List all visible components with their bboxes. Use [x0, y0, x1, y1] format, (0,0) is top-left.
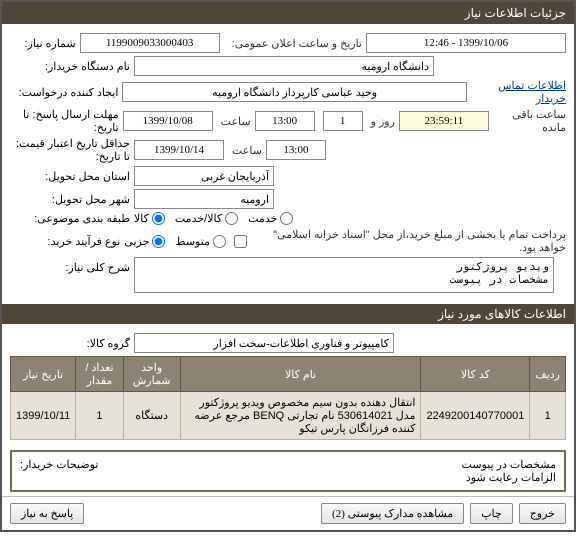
creator-lbl: ایجاد کننده درخواست — [10, 86, 118, 99]
th-code: کد کالا — [421, 357, 530, 392]
proc-radio-group: متوسط جزیی — [124, 235, 226, 248]
time-lbl2: ساعت — [232, 144, 262, 157]
cell-unit: دستگاه — [123, 392, 180, 440]
creator-field[interactable] — [122, 82, 466, 102]
goods-table: ردیف کد کالا نام کالا واحد شمارش تعداد /… — [10, 356, 566, 440]
th-name: نام کالا — [180, 357, 421, 392]
deadline-lbl: مهلت ارسال پاسخ: تا تاریخ — [10, 108, 119, 134]
radio-khadamat[interactable]: کالا/خدمت — [175, 212, 238, 225]
radio-mot[interactable]: متوسط — [175, 235, 226, 248]
d-date-field[interactable] — [123, 111, 213, 131]
province-field[interactable] — [134, 166, 274, 186]
cell-date: 1399/10/11 — [11, 392, 76, 440]
province-lbl: استان محل تحویل — [10, 170, 130, 183]
time-lbl1: ساعت — [221, 115, 251, 128]
summary-lbl: شرح کلی نیاز — [10, 257, 130, 274]
contact-link[interactable]: اطلاعات تماس خریدار — [475, 79, 566, 105]
cell-name: انتقال دهنده بدون سیم مخصوص ویدیو پروژکت… — [180, 392, 421, 440]
panel-root: جزئیات اطلاعات نیاز تاریخ و ساعت اعلان ع… — [0, 0, 576, 532]
cell-qty: 1 — [76, 392, 123, 440]
pay-checkbox[interactable] — [234, 235, 247, 248]
req-no-lbl: شماره نیاز — [10, 37, 76, 50]
remain-lbl: ساعت باقی مانده — [493, 108, 566, 134]
v-date-field[interactable] — [134, 140, 224, 160]
city-lbl: شهر محل تحویل — [10, 193, 130, 206]
th-qty: تعداد / مقدار — [76, 357, 123, 392]
table-row[interactable]: 1 2249200140770001 انتقال دهنده بدون سیم… — [11, 392, 566, 440]
cell-code: 2249200140770001 — [421, 392, 530, 440]
announce-field[interactable] — [366, 33, 566, 53]
cell-idx: 1 — [530, 392, 566, 440]
print-button[interactable]: چاپ — [470, 503, 513, 524]
city-field[interactable] — [134, 189, 274, 209]
group-lbl: گروه کالا — [10, 337, 130, 350]
radio-khedmat[interactable]: خدمت — [248, 212, 293, 225]
section-goods-title: اطلاعات کالاهای مورد نیاز — [2, 304, 574, 324]
proc-lbl: نوع فرآیند خرید — [10, 235, 120, 248]
summary-textarea[interactable] — [134, 257, 554, 293]
radio-jozi[interactable]: جزیی — [124, 235, 165, 248]
table-header-row: ردیف کد کالا نام کالا واحد شمارش تعداد /… — [11, 357, 566, 392]
pay-note: پرداخت تمام یا بخشی از مبلغ خرید،از محل … — [251, 228, 566, 254]
req-no-field[interactable] — [80, 33, 220, 53]
v-time-field[interactable] — [266, 140, 326, 160]
cat-lbl: طبقه بندی موضوعی — [10, 212, 130, 225]
buyer-notes-text: مشخصات در پیوست الزامات رعایت شود — [108, 458, 556, 484]
th-idx: ردیف — [530, 357, 566, 392]
day-lbl: روز و — [371, 115, 395, 128]
exit-button[interactable]: خروج — [519, 503, 566, 524]
form-area: تاریخ و ساعت اعلان عمومی شماره نیاز نام … — [2, 24, 574, 302]
days-field[interactable] — [323, 111, 363, 131]
reply-button[interactable]: پاسخ به نیاز — [10, 503, 84, 524]
panel-title: جزئیات اطلاعات نیاز — [2, 2, 574, 24]
d-time-field[interactable] — [255, 111, 315, 131]
countdown-field — [399, 111, 489, 131]
th-date: تاریخ نیاز — [11, 357, 76, 392]
category-radio-group: خدمت کالا/خدمت کالا — [134, 212, 293, 225]
group-field[interactable] — [134, 333, 394, 353]
buyer-notes-lbl: توضیحات خریدار — [20, 458, 98, 484]
button-bar: خروج چاپ مشاهده مدارک پیوستی (2) پاسخ به… — [2, 496, 574, 530]
buyer-lbl: نام دستگاه خریدار — [10, 60, 130, 73]
valid-lbl: حداقل تاریخ اعتبار قیمت: تا تاریخ — [10, 137, 130, 163]
radio-kala[interactable]: کالا — [134, 212, 165, 225]
th-unit: واحد شمارش — [123, 357, 180, 392]
attach-button[interactable]: مشاهده مدارک پیوستی (2) — [321, 503, 464, 524]
announce-lbl: تاریخ و ساعت اعلان عمومی — [232, 37, 362, 50]
buyer-notes-box: مشخصات در پیوست الزامات رعایت شود توضیحا… — [10, 450, 566, 492]
buyer-field[interactable] — [134, 56, 434, 76]
